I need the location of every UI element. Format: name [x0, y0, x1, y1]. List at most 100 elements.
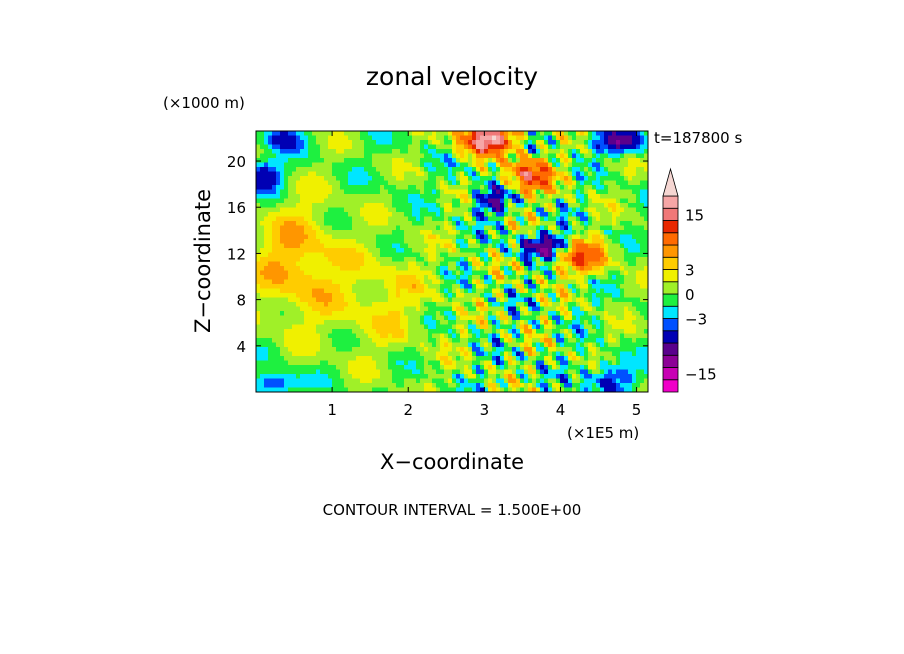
field-cell [356, 176, 361, 181]
field-cell [368, 203, 373, 208]
field-cell [444, 324, 449, 330]
field-cell [532, 302, 537, 307]
field-cell [288, 302, 293, 307]
field-cell [480, 329, 485, 334]
field-cell [440, 185, 445, 190]
field-cell [436, 140, 441, 145]
field-cell [432, 297, 437, 303]
field-cell [540, 288, 545, 294]
field-cell [540, 221, 545, 226]
field-cell [484, 293, 489, 298]
field-cell [420, 306, 425, 312]
field-cell [396, 356, 401, 361]
field-cell [476, 338, 481, 343]
field-cell [544, 284, 549, 289]
field-cell [344, 347, 349, 352]
field-cell [428, 315, 433, 321]
field-cell [296, 302, 301, 307]
field-cell [536, 302, 541, 307]
field-cell [320, 131, 325, 136]
field-cell [548, 207, 553, 213]
field-cell [484, 207, 489, 213]
field-cell [276, 293, 281, 298]
field-cell [528, 180, 533, 186]
field-cell [264, 284, 269, 289]
field-cell [528, 176, 533, 181]
field-cell [588, 329, 593, 334]
field-cell [296, 275, 301, 280]
field-cell [588, 207, 593, 213]
field-cell [368, 194, 373, 199]
field-cell [476, 333, 481, 339]
field-cell [516, 203, 521, 208]
field-cell [568, 230, 573, 235]
field-cell [552, 293, 557, 298]
field-cell [504, 311, 509, 316]
field-cell [392, 266, 397, 271]
field-cell [636, 311, 641, 316]
field-cell [604, 270, 609, 276]
field-cell [296, 158, 301, 163]
field-cell [344, 144, 349, 150]
field-cell [360, 239, 365, 244]
field-cell [496, 302, 501, 307]
field-cell [352, 180, 357, 186]
field-cell [316, 216, 321, 222]
field-cell [372, 203, 377, 208]
field-cell [620, 149, 625, 154]
field-cell [452, 333, 457, 339]
field-cell [384, 176, 389, 181]
field-cell [512, 144, 517, 150]
field-cell [384, 135, 389, 141]
field-cell [452, 351, 457, 357]
field-cell [472, 189, 477, 195]
field-cell [472, 171, 477, 177]
field-cell [320, 261, 325, 267]
field-cell [520, 333, 525, 339]
field-cell [416, 189, 421, 195]
field-cell [328, 311, 333, 316]
field-cell [384, 342, 389, 348]
field-cell [476, 248, 481, 253]
field-cell [456, 135, 461, 141]
field-cell [300, 252, 305, 258]
field-cell [368, 225, 373, 231]
field-cell [472, 252, 477, 258]
field-cell [320, 203, 325, 208]
field-cell [376, 149, 381, 154]
field-cell [556, 297, 561, 303]
field-cell [548, 288, 553, 294]
field-cell [316, 189, 321, 195]
field-cell [320, 189, 325, 195]
field-cell [532, 293, 537, 298]
field-cell [492, 230, 497, 235]
field-cell [612, 356, 617, 361]
field-cell [580, 248, 585, 253]
field-cell [396, 140, 401, 145]
field-cell [456, 131, 461, 136]
field-cell [336, 306, 341, 312]
field-cell [600, 284, 605, 289]
field-cell [552, 252, 557, 258]
field-cell [460, 333, 465, 339]
field-cell [288, 297, 293, 303]
field-cell [300, 234, 305, 240]
field-cell [312, 216, 317, 222]
field-cell [556, 189, 561, 195]
field-cell [292, 324, 297, 330]
field-cell [632, 153, 637, 159]
field-cell [288, 266, 293, 271]
field-cell [504, 324, 509, 330]
field-cell [424, 171, 429, 177]
field-cell [256, 356, 261, 361]
field-cell [516, 356, 521, 361]
field-cell [504, 234, 509, 240]
field-cell [572, 320, 577, 325]
field-cell [608, 270, 613, 276]
field-cell [284, 207, 289, 213]
field-cell [644, 198, 649, 204]
field-cell [352, 207, 357, 213]
field-cell [604, 356, 609, 361]
field-cell [616, 329, 621, 334]
field-cell [528, 185, 533, 190]
